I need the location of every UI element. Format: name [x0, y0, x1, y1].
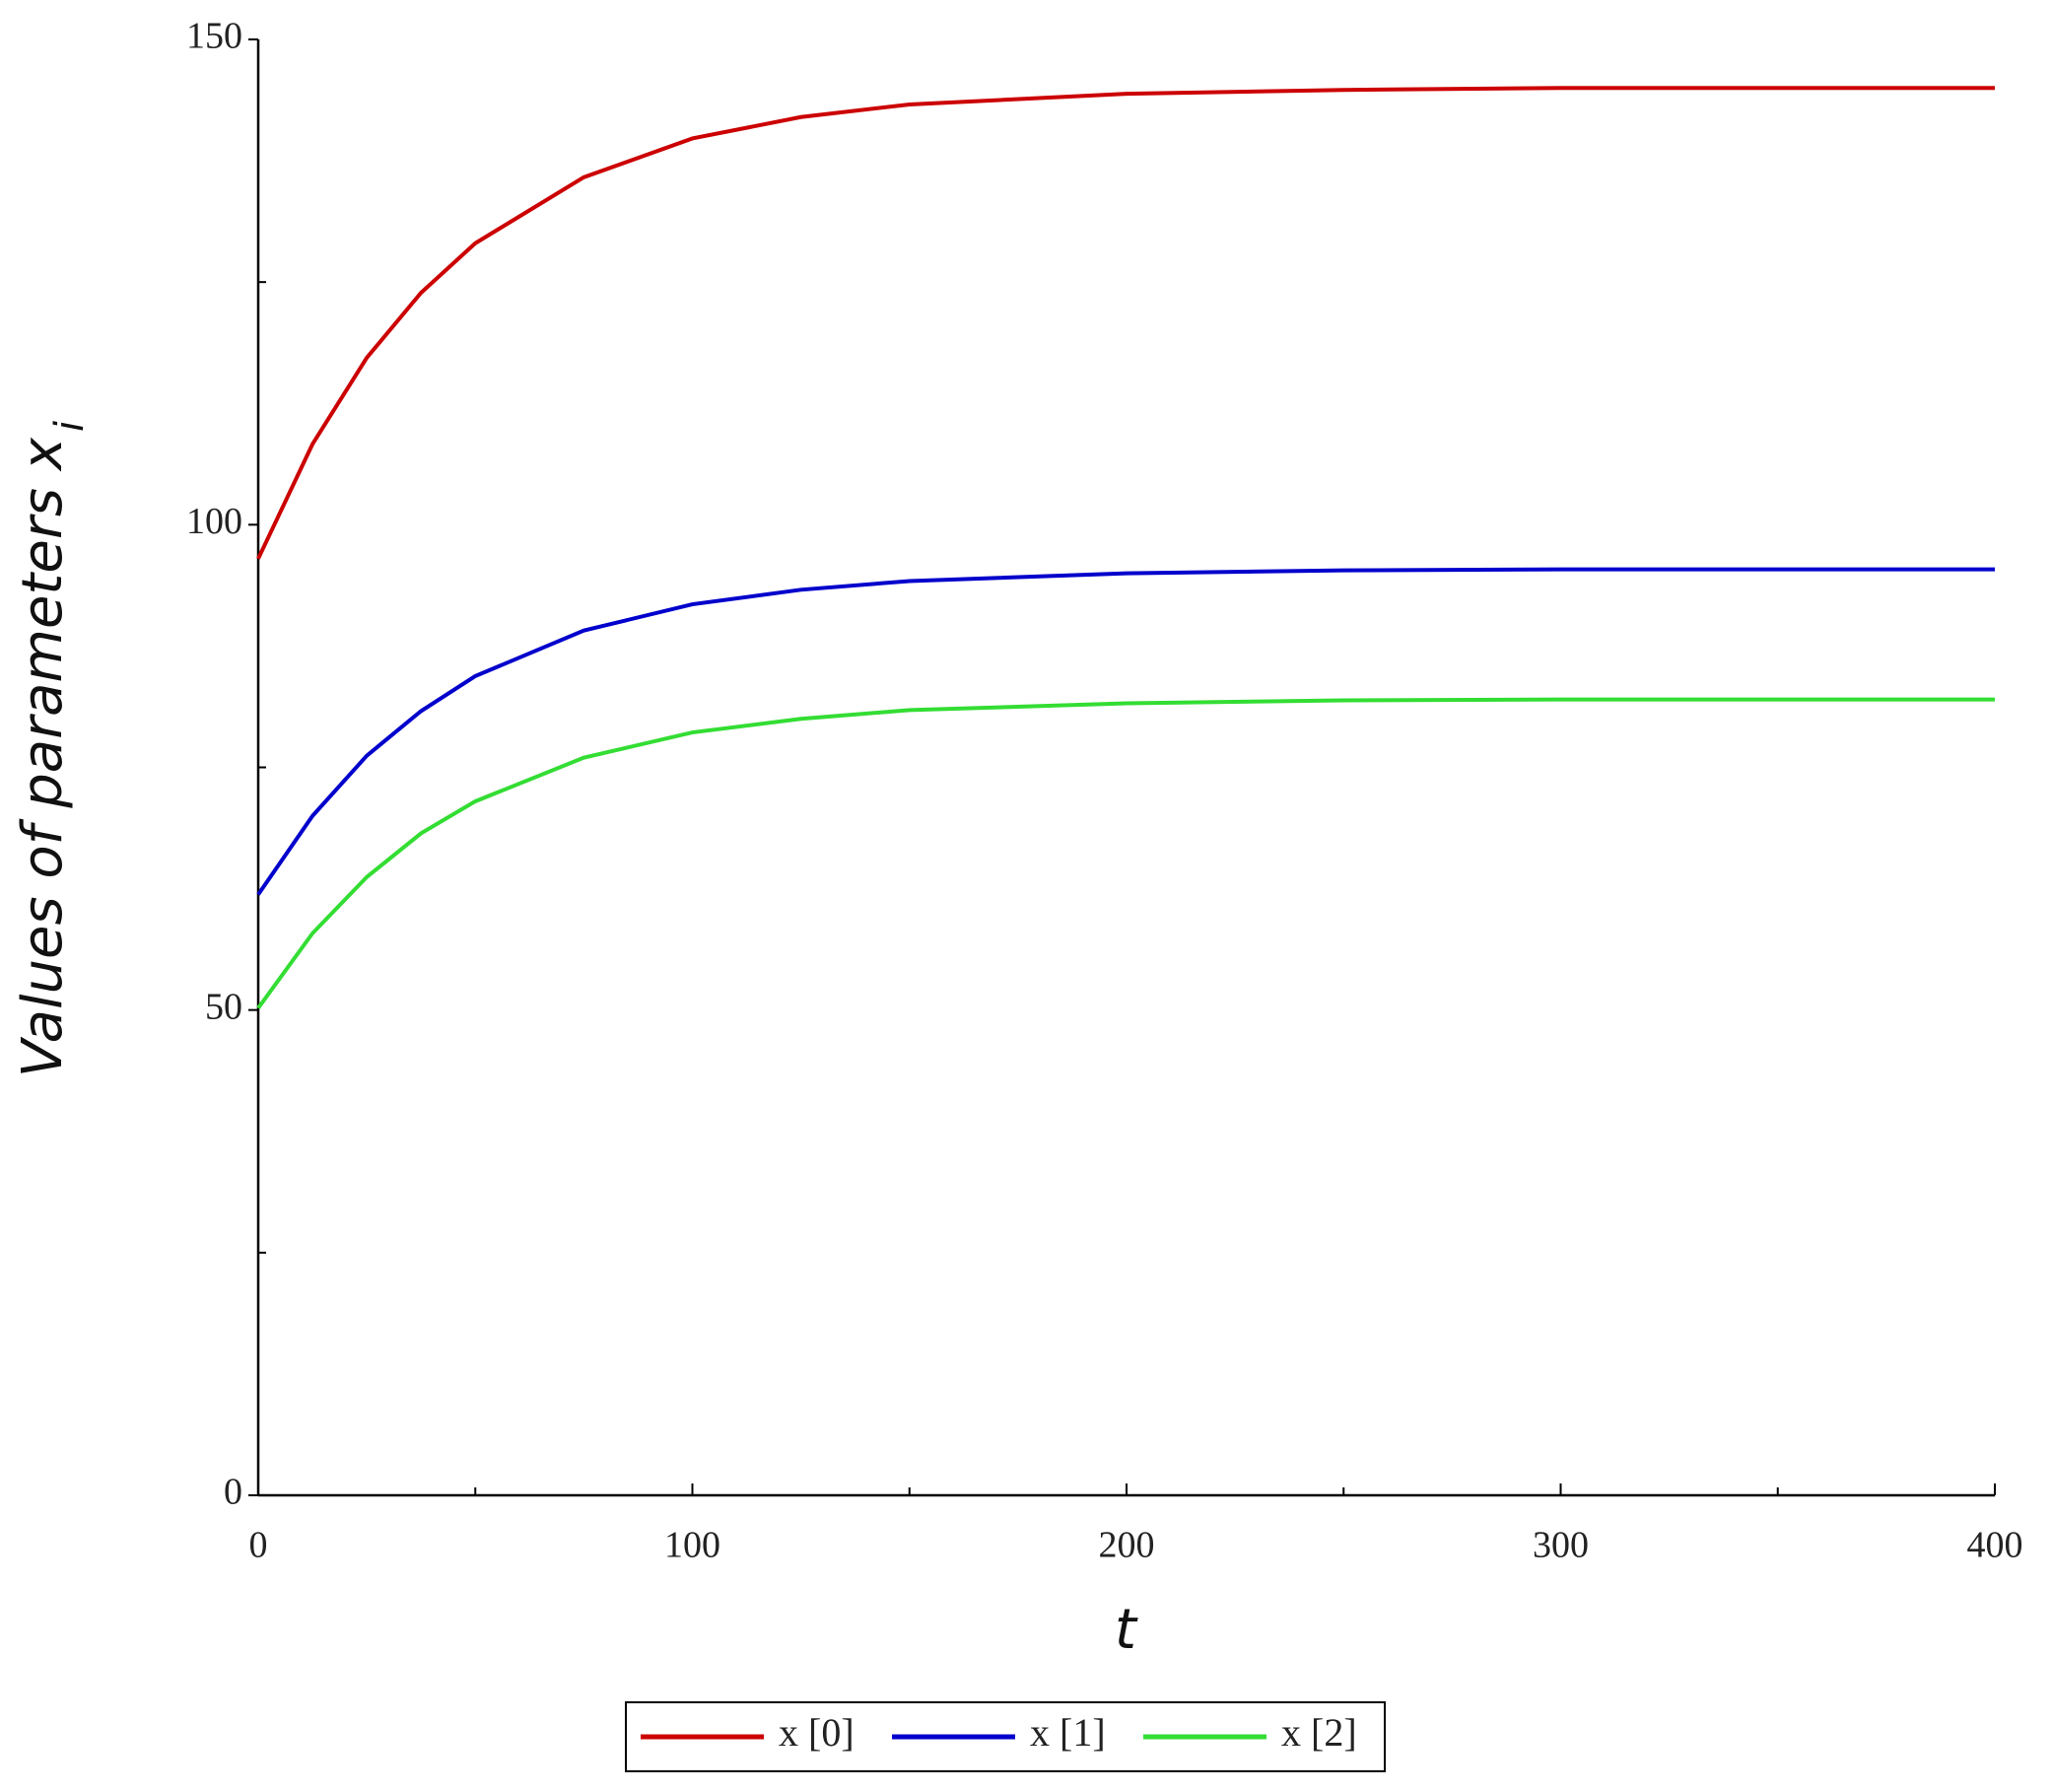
x-tick-label: 300 [1533, 1525, 1589, 1566]
x-axis-label: t [1115, 1598, 1138, 1662]
y-tick-label: 100 [186, 501, 242, 542]
y-tick-label: 0 [224, 1472, 242, 1513]
y-axis-label-subscript: i [47, 421, 93, 432]
line-series [256, 567, 1995, 896]
legend-label: x [1] [1030, 1710, 1106, 1755]
x-tick-label: 100 [664, 1525, 720, 1566]
y-axis-label: Values of parameters x i [11, 421, 93, 1077]
x-tick-label: 200 [1099, 1525, 1155, 1566]
legend-label: x [0] [779, 1710, 855, 1755]
y-axis-label-main: Values of parameters x [11, 437, 75, 1077]
y-tick-label: 150 [186, 16, 242, 57]
y-axis-label-group: Values of parameters x i [11, 421, 93, 1077]
line-series [256, 86, 1995, 560]
legend-label: x [2] [1281, 1710, 1357, 1755]
legend-box [625, 1701, 1386, 1772]
line-series [256, 697, 1995, 1009]
x-tick-label: 400 [1967, 1525, 2023, 1566]
y-tick-label: 50 [205, 986, 242, 1027]
x-tick-label: 0 [249, 1525, 268, 1566]
